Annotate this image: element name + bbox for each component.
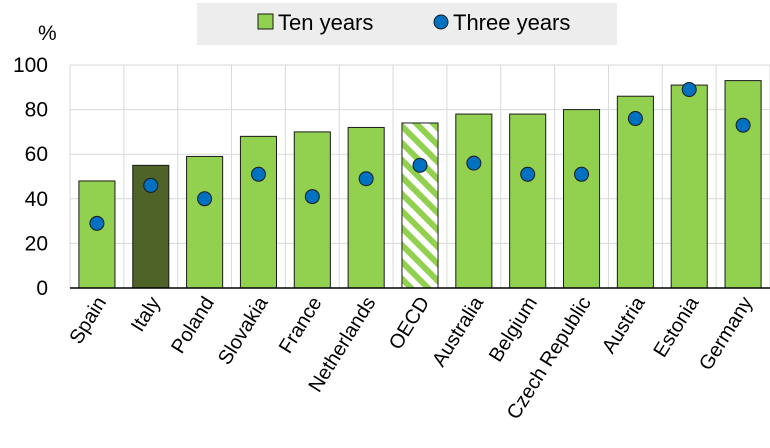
dot-slovakia: [250, 166, 266, 182]
dot-belgium: [520, 166, 536, 182]
bar-poland: [186, 155, 224, 289]
bar-oecd: [401, 122, 439, 289]
dot-france: [304, 189, 320, 205]
bar-france: [293, 131, 331, 289]
x-tick-label: Spain: [65, 293, 111, 348]
bar-netherlands: [347, 126, 385, 289]
x-tick-label: Austria: [598, 292, 650, 357]
y-tick-label: 80: [25, 99, 48, 122]
x-tick-label: OECD: [385, 293, 434, 354]
bar-australia: [455, 113, 493, 289]
bar-belgium: [509, 113, 547, 289]
bar-germany: [724, 80, 762, 289]
y-tick-label: 20: [25, 232, 48, 255]
dot-austria: [627, 111, 643, 127]
dot-italy: [143, 177, 159, 193]
bar-spain: [78, 180, 116, 289]
x-tick-label: Australia: [428, 292, 488, 370]
bars: [78, 80, 762, 289]
bar-czech-republic: [563, 109, 601, 289]
dot-estonia: [681, 82, 697, 98]
dot-poland: [197, 191, 213, 207]
legend-label-three-years: Three years: [453, 10, 570, 35]
y-tick-label: 60: [25, 143, 48, 166]
x-tick-label: France: [275, 293, 327, 357]
y-axis-ticks: 0 20 40 60 80 100: [13, 54, 48, 300]
legend: Ten years Three years: [257, 10, 570, 35]
bar-estonia: [670, 84, 708, 289]
dots: [89, 82, 751, 231]
x-tick-label: Germany: [695, 293, 757, 374]
y-axis-label: %: [38, 22, 57, 45]
dot-oecd: [412, 157, 428, 173]
dot-netherlands: [358, 171, 374, 187]
legend-label-ten-years: Ten years: [278, 10, 373, 35]
x-tick-label: Slovakia: [214, 292, 273, 369]
y-tick-label: 40: [25, 188, 48, 211]
dot-spain: [89, 215, 105, 231]
dot-czech-republic: [574, 166, 590, 182]
y-tick-label: 100: [13, 54, 48, 77]
bar-italy: [132, 164, 170, 289]
bar-slovakia: [239, 135, 278, 289]
x-tick-label: Poland: [167, 293, 219, 357]
x-tick-label: Estonia: [649, 292, 703, 361]
x-tick-label: Belgium: [485, 293, 542, 366]
x-tick-label: Italy: [127, 293, 165, 336]
legend-swatch-ten-years: [257, 13, 274, 30]
bar-austria: [616, 95, 654, 289]
dot-australia: [466, 155, 482, 171]
legend-marker-three-years: [433, 14, 449, 30]
dot-germany: [735, 117, 751, 133]
y-tick-label: 0: [36, 277, 48, 300]
